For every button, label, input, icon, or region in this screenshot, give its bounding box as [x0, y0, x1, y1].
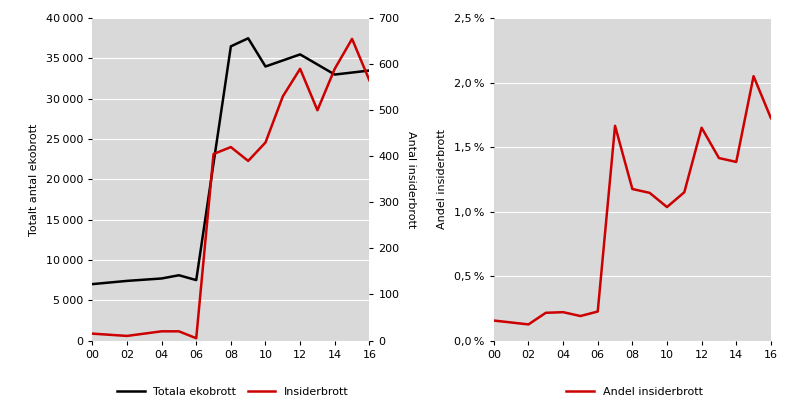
Legend: Totala ekobrott, Insiderbrott: Totala ekobrott, Insiderbrott — [112, 382, 353, 401]
Y-axis label: Andel insiderbrott: Andel insiderbrott — [437, 129, 447, 229]
Y-axis label: Antal insiderbrott: Antal insiderbrott — [406, 131, 416, 228]
Legend: Andel insiderbrott: Andel insiderbrott — [561, 382, 707, 401]
Y-axis label: Totalt antal ekobrott: Totalt antal ekobrott — [29, 123, 39, 235]
